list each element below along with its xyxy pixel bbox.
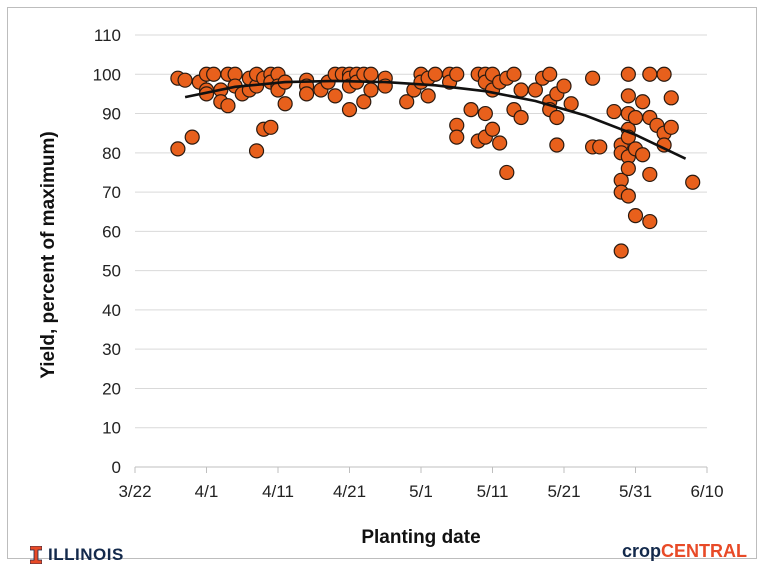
data-point bbox=[170, 141, 186, 157]
y-tick-label: 10 bbox=[102, 419, 121, 438]
data-point bbox=[327, 88, 343, 104]
y-tick-label: 90 bbox=[102, 105, 121, 124]
data-point bbox=[449, 66, 465, 82]
data-point bbox=[177, 72, 193, 88]
data-point bbox=[184, 129, 200, 145]
data-point bbox=[248, 143, 265, 159]
x-tick-label: 4/11 bbox=[262, 482, 294, 501]
y-tick-label: 110 bbox=[94, 26, 121, 45]
data-point bbox=[206, 66, 222, 82]
data-point bbox=[420, 88, 436, 104]
y-tick-label: 50 bbox=[102, 262, 121, 281]
data-point bbox=[263, 119, 279, 135]
x-tick-label: 5/21 bbox=[547, 482, 580, 501]
chart-frame bbox=[7, 7, 757, 559]
data-point bbox=[499, 164, 515, 181]
data-point bbox=[663, 90, 679, 106]
data-point bbox=[592, 139, 608, 155]
data-point bbox=[513, 82, 529, 98]
x-tick-label: 6/10 bbox=[690, 482, 723, 501]
x-tick-label: 4/1 bbox=[195, 482, 219, 501]
data-point bbox=[620, 66, 636, 82]
x-tick-label: 3/22 bbox=[118, 482, 151, 501]
illinois-logo: ILLINOIS bbox=[29, 545, 124, 565]
data-point bbox=[513, 109, 529, 126]
y-tick-label: 100 bbox=[93, 65, 121, 84]
data-point bbox=[299, 86, 315, 102]
data-point bbox=[527, 82, 544, 98]
data-point bbox=[399, 94, 415, 110]
data-point bbox=[549, 137, 565, 153]
data-point bbox=[656, 66, 672, 82]
data-point bbox=[427, 66, 443, 82]
data-point bbox=[584, 70, 601, 86]
y-tick-label: 20 bbox=[102, 379, 121, 398]
data-point bbox=[492, 135, 508, 151]
data-point bbox=[627, 109, 644, 126]
data-point bbox=[685, 174, 701, 190]
data-point bbox=[606, 103, 622, 120]
data-point bbox=[449, 129, 465, 145]
y-tick-label: 30 bbox=[102, 340, 121, 359]
data-point bbox=[363, 82, 379, 98]
data-point bbox=[620, 188, 636, 204]
data-point bbox=[477, 105, 493, 122]
data-point bbox=[627, 208, 644, 224]
data-point bbox=[635, 147, 651, 163]
x-tick-label: 5/1 bbox=[409, 482, 433, 501]
x-tick-label: 4/21 bbox=[333, 482, 366, 501]
trend-line bbox=[184, 79, 687, 160]
data-point bbox=[506, 66, 522, 82]
data-point bbox=[613, 243, 629, 259]
data-point bbox=[620, 160, 636, 177]
y-tick-label: 0 bbox=[112, 458, 121, 477]
x-tick-label: 5/11 bbox=[477, 482, 509, 501]
data-point bbox=[356, 94, 372, 110]
data-point bbox=[463, 102, 479, 118]
data-point bbox=[277, 96, 293, 112]
illinois-wordmark: ILLINOIS bbox=[48, 545, 124, 564]
data-point bbox=[620, 88, 636, 104]
data-point bbox=[220, 98, 236, 114]
y-tick-label: 40 bbox=[102, 301, 121, 320]
cropcentral-logo-crop: crop bbox=[622, 541, 662, 561]
data-point bbox=[642, 213, 658, 230]
data-point bbox=[341, 102, 358, 118]
illinois-block-i-icon bbox=[29, 545, 43, 565]
y-axis-title: Yield, percent of maximum) bbox=[38, 131, 59, 378]
data-point bbox=[542, 66, 558, 82]
data-point bbox=[484, 121, 501, 137]
data-point bbox=[549, 109, 565, 126]
y-tick-label: 80 bbox=[102, 144, 121, 163]
cropcentral-logo-central: CENTRAL bbox=[661, 541, 748, 561]
cropcentral-logo: cropCENTRAL bbox=[622, 541, 747, 562]
data-point bbox=[642, 166, 658, 183]
y-tick-label: 70 bbox=[102, 183, 121, 202]
data-point bbox=[635, 94, 651, 110]
data-point bbox=[642, 66, 658, 82]
x-tick-label: 5/31 bbox=[619, 482, 652, 501]
x-axis-title: Planting date bbox=[361, 527, 480, 548]
y-tick-label: 60 bbox=[102, 222, 121, 241]
data-point bbox=[363, 66, 379, 82]
data-point bbox=[663, 119, 679, 135]
data-point bbox=[556, 78, 572, 94]
